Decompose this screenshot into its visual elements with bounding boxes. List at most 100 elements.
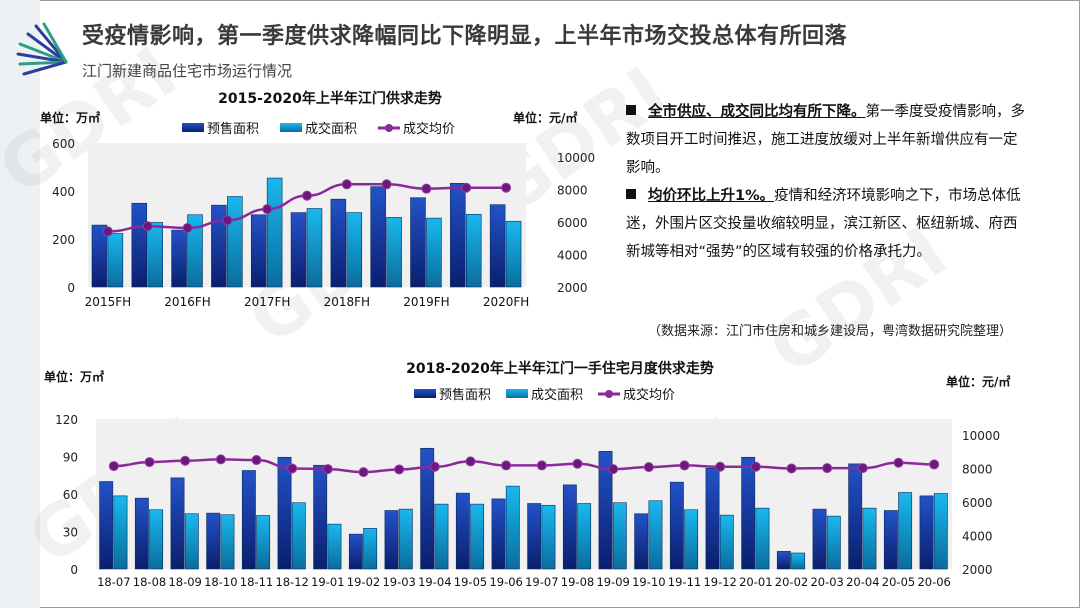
bar-预售面积 [491,498,506,570]
right-axis-unit: 单位：元/㎡ [513,110,577,125]
bullet-text: 疫情和经济环境影响之下，市场总体低迷，外围片区交投量收缩较明显，滨江新区、枢纽新… [626,188,1021,260]
left-axis-tick-label: 600 [52,137,75,151]
x-axis-tick-label: 19-08 [561,575,594,589]
x-axis-tick-label: 19-01 [311,575,344,589]
x-axis-tick-label: 19-05 [454,575,487,589]
bar-预售面积 [330,198,347,288]
bar-预售面积 [131,202,148,288]
left-axis-unit: 单位：万㎡ [40,110,100,125]
bar-预售面积 [370,186,386,288]
x-axis-tick-label: 19-04 [418,575,451,589]
bar-成交面积 [434,503,449,570]
price-point [893,457,904,468]
price-point [501,460,512,471]
price-point [536,460,547,471]
x-axis-tick-label: 20-04 [846,575,879,589]
bar-预售面积 [450,183,466,288]
right-axis-tick-label: 8000 [962,462,993,476]
right-axis-tick-label: 2000 [557,281,588,295]
right-axis-tick-label: 6000 [962,496,993,510]
bar-成交面积 [149,509,164,570]
bullet-item: 均价环比上升1%。疫情和经济环境影响之下，市场总体低迷，外围片区交投量收缩较明显… [626,182,1026,266]
price-point [429,461,440,472]
chart-title: 2015-2020年上半年江门供求走势 [218,90,442,107]
bar-成交面积 [684,509,699,570]
x-axis-tick-label: 19-06 [489,575,522,589]
bar-预售面积 [489,204,506,288]
legend-label: 成交面积 [531,387,583,403]
x-axis-tick-label: 20-01 [739,575,772,589]
bar-预售面积 [455,492,470,570]
price-point [929,459,940,470]
price-point [322,464,333,475]
right-axis-tick-label: 4000 [962,529,993,543]
price-point [679,460,690,471]
bar-成交面积 [541,504,556,570]
bar-预售面积 [420,447,435,570]
left-axis-unit: 单位：万㎡ [44,369,104,384]
bar-成交面积 [465,213,482,288]
legend-label: 成交均价 [623,387,675,403]
x-axis-tick-label: 20-05 [882,575,915,589]
bar-成交面积 [826,515,841,570]
price-point [394,464,405,475]
price-point [341,179,352,190]
bar-预售面积 [634,513,649,570]
bar-预售面积 [776,551,791,570]
bar-成交面积 [113,495,128,570]
price-point [215,454,226,465]
legend-swatch [182,123,204,132]
bar-预售面积 [669,481,684,570]
bar-成交面积 [426,217,442,288]
right-axis-unit: 单位：元/㎡ [946,374,1010,389]
x-axis-tick-label: 18-11 [240,575,273,589]
x-axis-tick-label: 2016FH [164,295,210,309]
bar-成交面积 [327,523,342,570]
square-bullet-icon [626,189,636,199]
price-point [461,182,472,193]
price-point [251,455,262,466]
bar-成交面积 [933,493,948,570]
left-axis-tick-label: 90 [63,451,78,465]
bullet-text: 第一季度受疫情影响，多数项目开工时间推迟，施工进度放缓对上半年新增供应有一定影响… [626,104,1025,176]
bar-预售面积 [290,212,307,288]
price-point [857,463,868,474]
x-axis-tick-label: 19-09 [596,575,629,589]
bar-预售面积 [527,503,542,570]
bar-成交面积 [577,503,592,570]
legend-label: 成交面积 [305,121,357,137]
bar-预售面积 [848,463,863,570]
price-point [222,215,233,226]
legend-swatch [280,123,302,132]
legend-label: 成交均价 [403,121,455,137]
price-point [381,179,392,190]
bar-预售面积 [206,512,221,570]
x-axis-tick-label: 2020FH [483,295,529,309]
price-point [822,463,833,474]
left-axis-tick-label: 400 [52,185,75,199]
bullet-highlight: 均价环比上升1%。 [648,188,775,204]
bar-预售面积 [171,229,187,288]
left-axis-tick-label: 30 [63,526,78,540]
chart-title: 2018-2020年上半年江门一手住宅月度供求走势 [406,360,714,377]
price-point [465,456,476,467]
bullet-highlight: 全市供应、成交同比均有所下降。 [648,104,866,120]
bar-预售面积 [741,456,756,570]
x-axis-tick-label: 18-07 [97,575,130,589]
bar-预售面积 [313,464,328,570]
x-axis-tick-label: 19-07 [525,575,558,589]
bar-成交面积 [470,503,485,570]
x-axis-tick-label: 18-09 [168,575,201,589]
x-axis-tick-label: 19-02 [347,575,380,589]
bar-成交面积 [791,552,806,570]
x-axis-tick-label: 2018FH [324,295,370,309]
x-axis-tick-label: 20-03 [810,575,843,589]
bar-预售面积 [812,508,827,570]
bar-成交面积 [398,508,413,570]
price-point [180,455,191,466]
bar-成交面积 [187,214,203,288]
x-axis-tick-label: 20-02 [775,575,808,589]
left-axis-tick-label: 0 [67,281,75,295]
bar-预售面积 [241,470,256,570]
